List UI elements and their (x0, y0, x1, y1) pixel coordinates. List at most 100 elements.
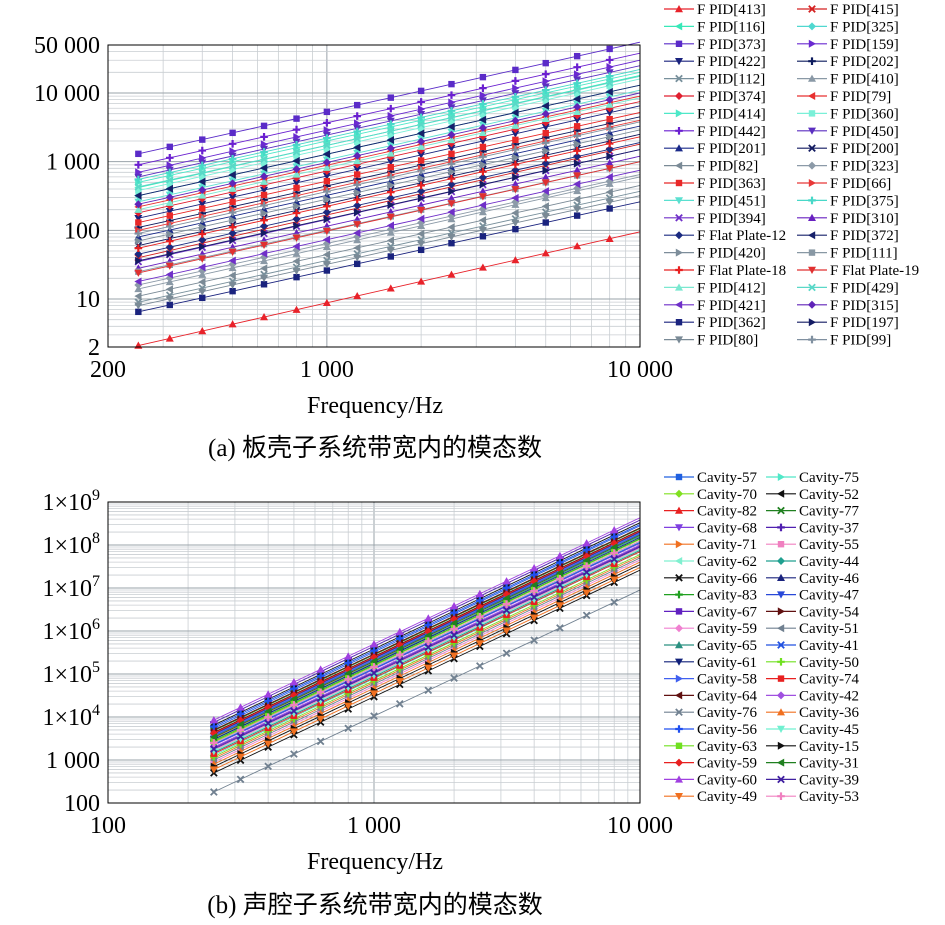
data-point (323, 202, 331, 211)
legend-label: Cavity-31 (799, 756, 859, 772)
legend-marker (675, 608, 683, 615)
data-point (479, 180, 487, 189)
legend-item: Cavity-45 (766, 722, 859, 738)
data-point (447, 208, 455, 217)
data-point (395, 634, 404, 643)
series-F PID[197] (135, 149, 641, 265)
data-point (478, 226, 487, 235)
data-point (476, 662, 484, 670)
data-point (166, 212, 173, 219)
data-point (605, 100, 614, 108)
legend-marker (675, 540, 683, 549)
data-point (134, 292, 142, 301)
legend-label: F PID[413] (697, 2, 766, 18)
legend-item: Cavity-46 (766, 571, 859, 587)
data-point (344, 724, 353, 733)
legend-item: Cavity-70 (664, 487, 757, 503)
legend-marker (675, 92, 683, 100)
legend-marker (777, 792, 785, 800)
data-point (228, 281, 237, 289)
data-point (386, 158, 395, 166)
legend-label: Cavity-45 (799, 722, 859, 738)
data-point (323, 145, 331, 152)
x-tick-label: 1 000 (347, 813, 401, 839)
legend-marker (808, 161, 816, 170)
series-Cavity-76 (210, 589, 641, 796)
data-point (573, 139, 582, 148)
data-point (316, 672, 325, 680)
legend-item: F PID[451] (664, 193, 766, 209)
y-tick-label: 1×104 (42, 702, 100, 731)
data-point (322, 158, 331, 167)
data-point (542, 219, 549, 226)
data-point (606, 152, 614, 161)
legend-label: F PID[200] (830, 141, 899, 157)
data-point (134, 269, 143, 277)
legend-item: F PID[310] (797, 211, 899, 227)
data-point (198, 200, 207, 208)
data-point (478, 216, 487, 225)
data-point (236, 753, 245, 761)
legend-label: F PID[159] (830, 37, 899, 53)
data-point (606, 115, 613, 123)
legend-item: Cavity-44 (766, 554, 859, 570)
data-point (353, 291, 362, 300)
legend-marker (675, 590, 683, 599)
data-point (502, 583, 511, 592)
data-point (605, 199, 614, 207)
data-point (293, 221, 301, 230)
legend-item: F PID[442] (664, 124, 766, 140)
legend-item: Cavity-58 (664, 672, 757, 688)
legend-label: Cavity-36 (799, 705, 859, 721)
data-point (316, 694, 325, 703)
legend-label: Cavity-70 (697, 487, 757, 503)
data-point (573, 86, 582, 94)
data-point (165, 222, 174, 231)
data-point (573, 70, 582, 79)
data-point (448, 167, 456, 176)
data-point (417, 181, 425, 190)
data-point (199, 222, 207, 231)
data-point (198, 215, 207, 224)
data-point (165, 270, 173, 279)
data-point (260, 241, 269, 250)
data-point (198, 263, 206, 272)
data-point (605, 165, 614, 173)
data-point (198, 186, 207, 195)
data-point (166, 301, 173, 309)
data-point (541, 93, 550, 101)
legend-marker (675, 336, 683, 344)
legend-marker (808, 110, 816, 117)
legend-item: Cavity-59 (664, 756, 757, 772)
legend-marker (777, 708, 785, 716)
data-point (322, 227, 331, 236)
series-F PID[429] (134, 75, 641, 191)
legend-item: Cavity-36 (766, 705, 859, 721)
legend-item: F Flat Plate-12 (664, 228, 786, 244)
legend-marker (675, 506, 683, 514)
data-point (605, 188, 613, 197)
legend-item: Cavity-62 (664, 554, 757, 570)
data-point (292, 305, 301, 313)
series-F Flat Plate-18 (134, 136, 641, 252)
data-point (530, 587, 538, 595)
legend-item: F PID[201] (664, 141, 766, 157)
legend-marker (808, 179, 816, 187)
data-point (292, 170, 301, 178)
legend-label: Cavity-53 (799, 789, 859, 805)
legend-item: F PID[80] (664, 333, 758, 349)
data-point (450, 652, 459, 660)
data-point (512, 103, 519, 110)
legend-item: Cavity-42 (766, 688, 859, 704)
data-point (417, 229, 425, 238)
data-point (541, 123, 550, 131)
legend-label: F PID[429] (830, 280, 899, 296)
legend-marker (675, 742, 683, 749)
data-point (344, 669, 352, 678)
legend-label: Cavity-37 (799, 520, 859, 536)
data-point (530, 614, 539, 622)
data-point (198, 191, 207, 199)
legend-label: F PID[197] (830, 315, 899, 331)
legend-marker (675, 674, 683, 683)
legend-item: Cavity-55 (766, 537, 859, 553)
